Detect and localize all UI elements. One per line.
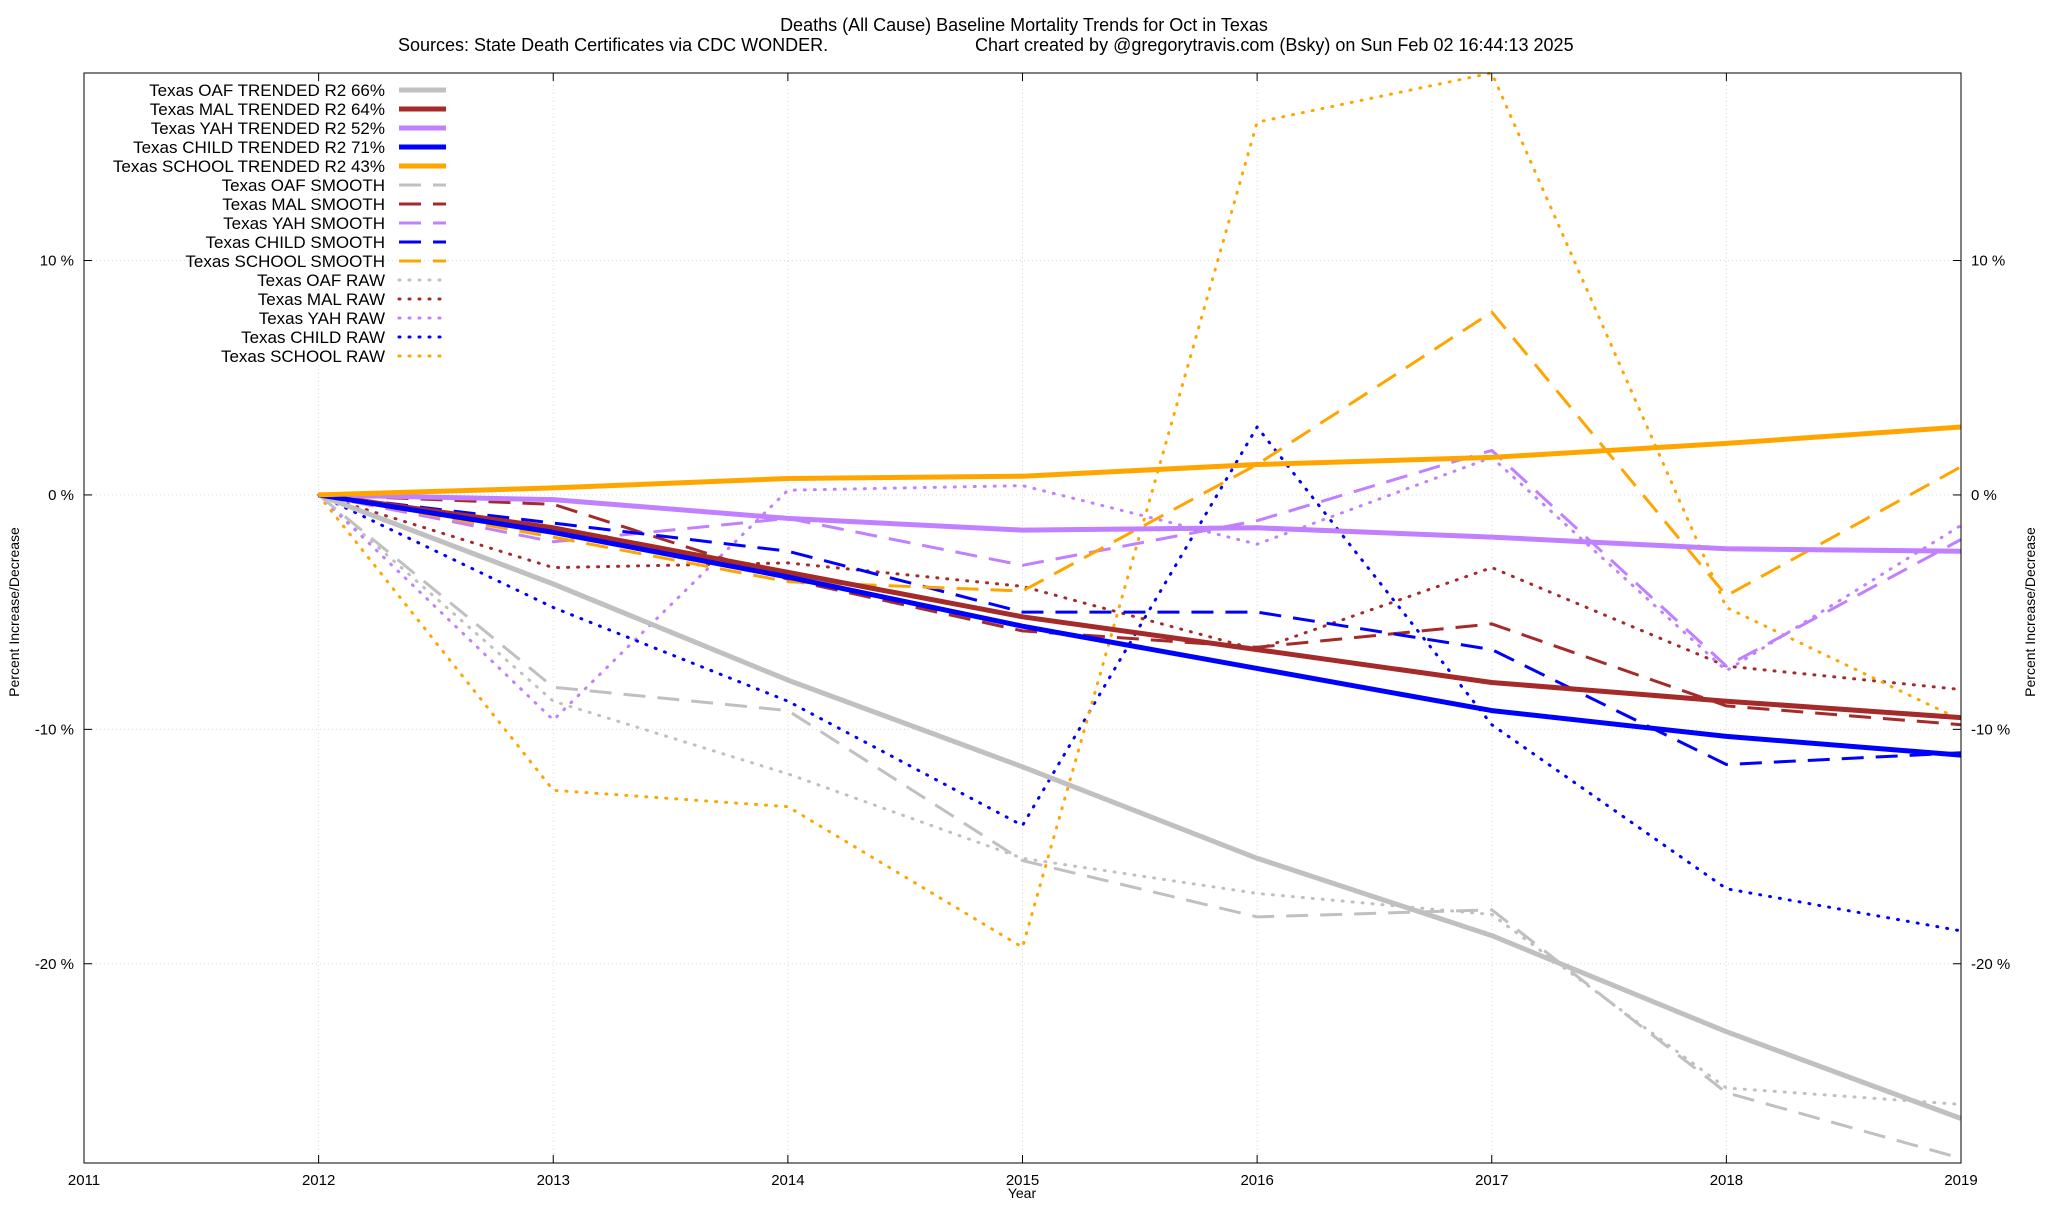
series-line-texas-child-raw [317, 425, 1963, 933]
y-tick-label-left: -10 % [35, 721, 74, 738]
legend: Texas OAF TRENDED R2 66%Texas MAL TRENDE… [113, 81, 448, 366]
x-tick-label: 2014 [771, 1172, 804, 1189]
series-line-texas-school-trended-r2-43 [318, 424, 1962, 498]
legend-label: Texas CHILD SMOOTH [206, 233, 385, 252]
y-tick-label-right: -20 % [1971, 956, 2010, 973]
series-layer [317, 71, 1963, 1160]
y-axis-label-right: Percent Increase/Decrease [2022, 527, 2038, 697]
series-line-texas-child-trended-r2-71 [318, 492, 1962, 758]
series-line-texas-yah-raw [317, 455, 1963, 722]
x-tick-label: 2013 [537, 1172, 570, 1189]
x-axis-label: Year [1008, 1185, 1037, 1200]
series-line-texas-school-raw [317, 71, 1963, 949]
chart-subtitle-source: Sources: State Death Certificates via CD… [398, 35, 828, 55]
series-line-texas-mal-smooth [318, 493, 1962, 727]
legend-label: Texas MAL RAW [258, 290, 385, 309]
legend-label: Texas SCHOOL RAW [221, 347, 385, 366]
legend-label: Texas OAF SMOOTH [222, 176, 385, 195]
y-tick-label-left: -20 % [35, 956, 74, 973]
legend-label: Texas YAH SMOOTH [223, 214, 385, 233]
legend-label: Texas OAF RAW [257, 271, 385, 290]
legend-label: Texas MAL TRENDED R2 64% [150, 100, 385, 119]
ticks-layer: 2011 2012 2013 2014 2015 2016 2017 2018 2019 10 %… [35, 73, 2010, 1189]
series-line-texas-yah-trended-r2-52 [318, 492, 1962, 554]
x-tick-label: 2012 [302, 1172, 335, 1189]
x-tick-label: 2018 [1710, 1172, 1743, 1189]
x-tick-label: 2011 [68, 1172, 100, 1189]
y-tick-label-left: 0 % [48, 487, 74, 504]
y-tick-label-right: 10 % [1971, 253, 2005, 270]
x-tick-label: 2015 [1006, 1172, 1039, 1189]
series-line-texas-mal-raw [317, 493, 1963, 691]
x-tick-label: 2019 [1944, 1172, 1977, 1189]
series-line-texas-oaf-trended-r2-66 [317, 492, 1962, 1121]
series-line-texas-oaf-smooth [317, 493, 1962, 1160]
x-tick-label: 2017 [1475, 1172, 1508, 1189]
chart-subtitle-credit: Chart created by @gregorytravis.com (Bsk… [975, 35, 1574, 55]
chart-title: Deaths (All Cause) Baseline Mortality Tr… [780, 15, 1268, 35]
legend-label: Texas CHILD TRENDED R2 71% [133, 138, 385, 157]
y-tick-label-left: 10 % [40, 253, 74, 270]
legend-label: Texas YAH TRENDED R2 52% [151, 119, 385, 138]
series-line-texas-mal-trended-r2-64 [318, 492, 1962, 721]
legend-label: Texas YAH RAW [259, 309, 385, 328]
y-axis-label-left: Percent Increase/Decrease [6, 527, 22, 697]
y-tick-label-right: 0 % [1971, 487, 1997, 504]
series-line-texas-child-smooth [318, 493, 1962, 766]
legend-label: Texas SCHOOL SMOOTH [185, 252, 385, 271]
x-tick-label: 2016 [1240, 1172, 1273, 1189]
legend-label: Texas MAL SMOOTH [222, 195, 385, 214]
legend-label: Texas OAF TRENDED R2 66% [149, 81, 385, 100]
legend-label: Texas SCHOOL TRENDED R2 43% [113, 157, 385, 176]
y-tick-label-right: -10 % [1971, 721, 2010, 738]
legend-label: Texas CHILD RAW [241, 328, 385, 347]
